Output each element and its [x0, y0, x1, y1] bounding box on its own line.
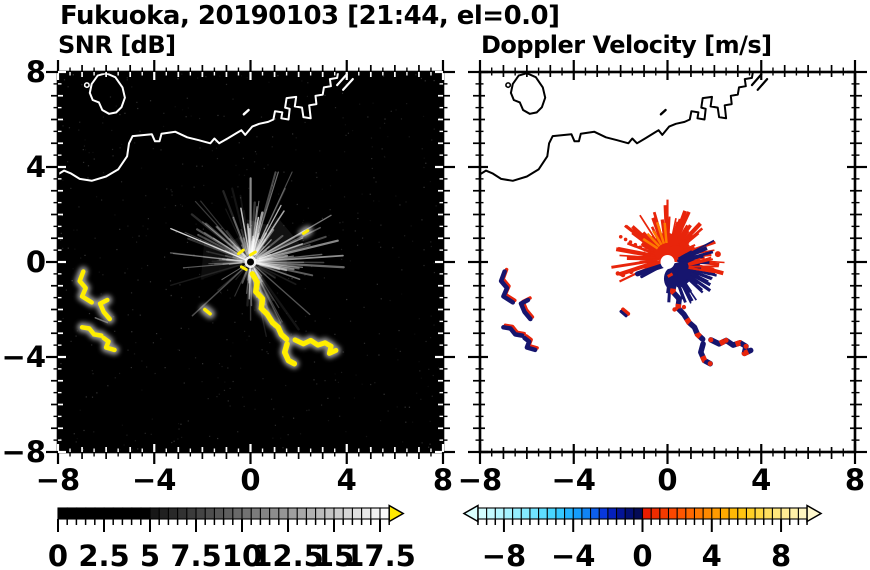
y-tick-label: −8 [2, 435, 46, 469]
pier [750, 73, 763, 87]
island-outline [509, 72, 547, 115]
islet [83, 82, 90, 89]
snr-colorbar-label: 15 [314, 539, 354, 570]
doppler-colorbar: −8 −4 0 4 8 [462, 504, 823, 570]
figure-title: Fukuoka, 20190103 [21:44, el=0.0] [60, 1, 560, 31]
coastline [480, 72, 754, 182]
x-tick-label: −4 [132, 463, 176, 497]
red-echo-dot [714, 251, 721, 258]
snr-colorbar-label: 17.5 [344, 539, 416, 570]
y-tick-label: 8 [26, 58, 46, 89]
island-outline [88, 72, 126, 115]
pier [336, 73, 348, 87]
axis-ticks [468, 60, 867, 464]
y-tick-label: 0 [26, 245, 46, 279]
axis-ticks [46, 60, 455, 464]
x-tick-label: −8 [458, 463, 502, 497]
radar-site-hole [660, 255, 675, 269]
pier [342, 77, 354, 91]
pier [756, 77, 769, 91]
snr-colorbar-label: 12.5 [252, 539, 324, 570]
y-tick-label: −4 [2, 340, 46, 374]
coastline [58, 72, 340, 182]
x-tick-label: 8 [845, 463, 865, 497]
snr-colorbar-label: 10 [222, 539, 262, 570]
doppler-colorbar-label: 4 [702, 539, 722, 570]
x-tick-label: 8 [433, 463, 453, 497]
doppler-echoes [498, 267, 754, 367]
radar-site [247, 258, 254, 266]
islet-dash [659, 108, 667, 116]
snr-colorbar-label: 7.5 [170, 539, 221, 570]
doppler-underflow-arrow [462, 504, 479, 523]
doppler-colorbar-label: −4 [551, 539, 595, 570]
snr-panel-title: SNR [dB] [58, 31, 176, 59]
doppler-panel-title: Doppler Velocity [m/s] [481, 31, 772, 59]
doppler-burst [611, 199, 725, 312]
x-tick-label: −4 [552, 463, 596, 497]
doppler-map: −8 −4 0 4 8 −8 −4 0 4 8 [458, 60, 867, 570]
x-tick-label: 0 [240, 463, 260, 497]
snr-colorbar-label: 2.5 [78, 539, 129, 570]
doppler-overflow-arrow [806, 504, 823, 523]
doppler-colorbar-label: 0 [632, 539, 652, 570]
snr-colorbar-label: 0 [48, 539, 68, 570]
islet-dash [242, 108, 250, 116]
snr-echoes [77, 229, 339, 367]
snr-overflow-arrow [388, 504, 405, 523]
doppler-plot-content [480, 72, 769, 367]
doppler-coast [480, 72, 769, 182]
x-tick-label: 4 [337, 463, 357, 497]
snr-colorbar-label: 5 [140, 539, 160, 570]
y-tick-label: 4 [26, 150, 46, 184]
doppler-colorbar-label: −8 [482, 539, 526, 570]
x-tick-label: −8 [36, 463, 80, 497]
x-tick-label: 0 [657, 463, 677, 497]
snr-plot-content [58, 72, 443, 451]
snr-coast [58, 72, 354, 182]
islet [505, 82, 512, 89]
doppler-colorbar-label: 8 [771, 539, 791, 570]
x-tick-label: 4 [751, 463, 771, 497]
